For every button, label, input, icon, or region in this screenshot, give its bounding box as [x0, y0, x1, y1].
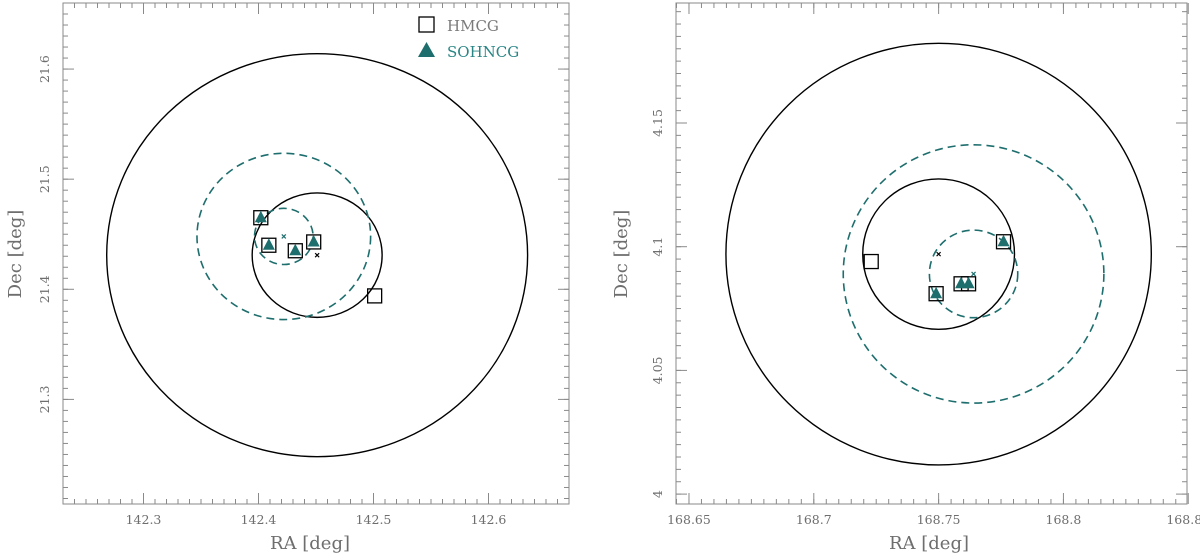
sohncg-center-marker [281, 234, 287, 239]
sohncg-center-marker [971, 271, 976, 277]
x-tick-label: 142.6 [471, 512, 507, 527]
legend: HMCG SOHNCG [418, 16, 519, 61]
left-markers [253, 210, 383, 304]
sohncg-point [997, 234, 1010, 247]
sohncg-outer-radius-circle [842, 143, 1105, 404]
left-axis-ticks: 142.3 142.4 142.5 142.6 21.3 21.4 21.5 21.6 [37, 2, 570, 527]
sohncg-point [930, 286, 943, 299]
right-y-axis-label: Dec [deg] [611, 210, 632, 299]
hmcg-center-marker [936, 251, 942, 257]
hmcg-point [366, 288, 383, 304]
y-tick-label: 21.3 [37, 385, 52, 413]
legend-sohncg-label: SOHNCG [447, 43, 519, 61]
y-tick-label: 4 [650, 490, 665, 498]
left-panel: 142.3 142.4 142.5 142.6 21.3 21.4 21.5 21.6 RA … [5, 2, 570, 553]
x-tick-label: 168.75 [917, 512, 961, 527]
y-tick-label: 4.15 [650, 109, 665, 137]
hmcg-inner-radius-circle [251, 192, 383, 319]
x-tick-label: 168.65 [667, 512, 711, 527]
right-axis-ticks: 168.65 168.7 168.75 168.8 168.85 4 4.05 4.1 4.15 [650, 3, 1200, 527]
sohncg-point [962, 276, 975, 289]
hmcg-point [863, 253, 879, 270]
sohncg-point [262, 238, 275, 250]
y-tick-label: 4.1 [650, 237, 665, 257]
hmcg-outer-radius-circle [725, 42, 1153, 466]
x-tick-label: 168.7 [796, 512, 832, 527]
right-markers [863, 234, 1012, 302]
sohncg-outer-radius-circle [196, 152, 372, 321]
x-tick-label: 168.8 [1046, 512, 1082, 527]
sohncg-inner-radius-circle [928, 229, 1019, 319]
right-x-axis-label: RA [deg] [889, 533, 969, 553]
y-tick-label: 21.6 [37, 55, 52, 83]
left-circles [105, 52, 529, 458]
legend-hmcg-label: HMCG [447, 17, 499, 35]
x-tick-label: 168.85 [1166, 512, 1200, 527]
hmcg-inner-radius-circle [862, 178, 1016, 331]
y-tick-label: 21.4 [37, 275, 52, 303]
right-plot-frame [675, 2, 1188, 505]
legend-sohncg-triangle-icon [418, 42, 435, 57]
hmcg-center-marker [314, 252, 320, 258]
x-tick-label: 142.3 [126, 512, 162, 527]
legend-hmcg-square-icon [418, 16, 435, 33]
y-tick-label: 4.05 [650, 356, 665, 384]
x-tick-label: 142.5 [356, 512, 392, 527]
sohncg-point [254, 210, 267, 223]
x-tick-label: 142.4 [241, 512, 277, 527]
sohncg-point [307, 234, 320, 247]
right-panel: 168.65 168.7 168.75 168.8 168.85 4 4.05 4.1 4.15… [611, 2, 1200, 553]
left-x-axis-label: RA [deg] [270, 533, 350, 553]
hmcg-outer-radius-circle [105, 52, 529, 458]
y-tick-label: 21.5 [37, 165, 52, 193]
left-y-axis-label: Dec [deg] [5, 210, 26, 299]
sohncg-point [289, 243, 302, 256]
right-circles [725, 42, 1153, 466]
